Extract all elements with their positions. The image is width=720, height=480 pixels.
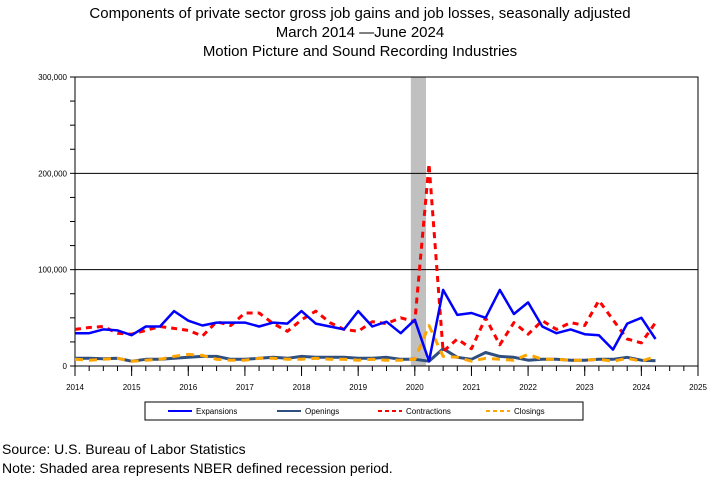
source-note: Source: U.S. Bureau of Labor Statistics — [2, 441, 246, 457]
x-tick-label: 2019 — [349, 383, 367, 392]
legend-box — [144, 401, 584, 421]
legend-label-expansions: Expansions — [196, 407, 237, 416]
legend-label-closings: Closings — [514, 407, 545, 416]
x-tick-label: 2022 — [519, 383, 537, 392]
x-tick-label: 2018 — [293, 383, 311, 392]
series-line-expansions — [75, 288, 657, 363]
chart-subtitle: March 2014 —June 2024 — [275, 24, 445, 41]
chart-title: Components of private sector gross job g… — [89, 5, 631, 22]
series-line-openings — [75, 347, 656, 363]
recession-band — [410, 77, 426, 366]
legend-label-contractions: Contractions — [406, 407, 451, 416]
recession-note: Note: Shaded area represents NBER define… — [2, 460, 393, 476]
series-line-contractions — [74, 162, 657, 354]
y-tick-label: 200,000 — [38, 169, 67, 178]
x-tick-label: 2021 — [463, 383, 481, 392]
x-tick-label: 2020 — [406, 383, 424, 392]
x-tick-label: 2017 — [236, 383, 254, 392]
x-tick-label: 2025 — [689, 383, 707, 392]
y-tick-label: 100,000 — [38, 266, 67, 275]
x-tick-label: 2024 — [632, 383, 650, 392]
chart-subtitle-industry: Motion Picture and Sound Recording Indus… — [202, 43, 518, 60]
y-tick-label: 0 — [63, 362, 68, 371]
x-tick-label: 2014 — [66, 383, 84, 392]
y-tick-label: 300,000 — [38, 73, 67, 82]
legend-label-openings: Openings — [305, 407, 339, 416]
x-tick-label: 2015 — [123, 383, 141, 392]
x-tick-label: 2016 — [179, 383, 197, 392]
x-tick-label: 2023 — [576, 383, 594, 392]
